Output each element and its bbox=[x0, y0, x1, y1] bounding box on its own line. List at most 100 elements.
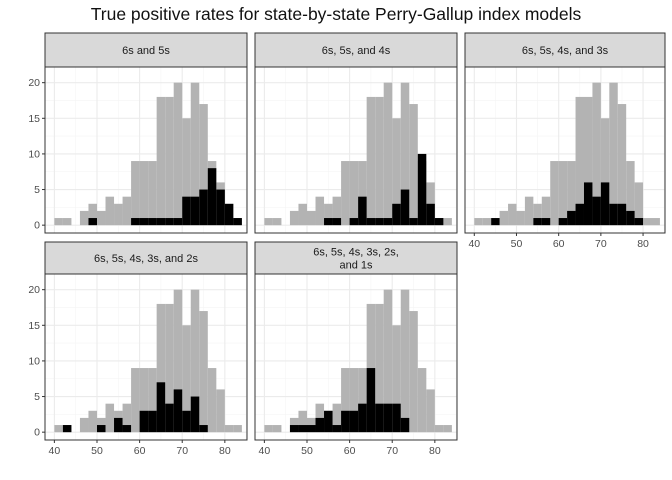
histogram-bar-all bbox=[182, 118, 191, 226]
histogram-bar-all bbox=[190, 289, 200, 433]
histogram-bar-true-positive bbox=[332, 425, 342, 433]
histogram-bar-all bbox=[139, 368, 149, 433]
facet-strip bbox=[464, 32, 666, 68]
histogram-bar-true-positive bbox=[434, 218, 444, 226]
histogram-bar-all bbox=[375, 303, 384, 433]
histogram-bar-all bbox=[165, 303, 174, 433]
histogram-bar-all bbox=[54, 218, 63, 226]
y-tick-label: 0 bbox=[34, 220, 40, 232]
histogram-bar-all bbox=[392, 118, 401, 226]
histogram-bar-all bbox=[358, 368, 367, 433]
histogram-bar-all bbox=[575, 96, 584, 226]
histogram-bar-all bbox=[541, 196, 551, 226]
histogram-bar-true-positive bbox=[315, 417, 325, 433]
histogram-bar-true-positive bbox=[156, 218, 166, 226]
histogram-bar-all bbox=[400, 82, 410, 226]
histogram-bar-true-positive bbox=[341, 410, 350, 433]
histogram-bar-all bbox=[443, 218, 452, 226]
histogram-bar-true-positive bbox=[533, 218, 542, 226]
x-tick-label: 60 bbox=[553, 238, 565, 250]
histogram-bar-true-positive bbox=[289, 425, 299, 433]
histogram-bar-true-positive bbox=[173, 218, 183, 226]
histogram-bar-all bbox=[298, 203, 307, 226]
histogram-bar-true-positive bbox=[491, 218, 500, 226]
histogram-bar-all bbox=[474, 218, 483, 226]
histogram-bar-all bbox=[272, 425, 282, 433]
histogram-bar-true-positive bbox=[617, 203, 627, 226]
facet-strip bbox=[44, 32, 248, 68]
histogram-bar-true-positive bbox=[392, 203, 401, 226]
histogram-bar-all bbox=[148, 161, 157, 226]
histogram-bar-all bbox=[383, 82, 393, 226]
histogram-bar-all bbox=[558, 161, 568, 226]
histogram-bar-true-positive bbox=[324, 218, 333, 226]
x-tick-label: 60 bbox=[344, 445, 356, 457]
histogram-bar-all bbox=[105, 196, 115, 226]
y-tick-label: 20 bbox=[28, 284, 40, 296]
x-tick-label: 70 bbox=[176, 445, 188, 457]
histogram-bar-true-positive bbox=[426, 203, 435, 226]
y-tick-label: 0 bbox=[34, 427, 40, 439]
histogram-bar-true-positive bbox=[207, 168, 217, 226]
x-tick-label: 70 bbox=[595, 238, 607, 250]
histogram-bar-all bbox=[224, 425, 234, 433]
histogram-bar-all bbox=[567, 161, 576, 226]
histogram-bar-all bbox=[409, 311, 418, 433]
histogram-bar-all bbox=[264, 425, 273, 433]
histogram-bar-true-positive bbox=[609, 203, 618, 226]
x-tick-label: 80 bbox=[637, 238, 649, 250]
histogram-bar-true-positive bbox=[541, 218, 551, 226]
histogram-bar-all bbox=[88, 203, 97, 226]
histogram-bar-all bbox=[341, 161, 350, 226]
histogram-bar-all bbox=[643, 218, 652, 226]
facet-panel-3: 6s, 5s, 4s, and 3s 40 50 60 70 80 bbox=[464, 32, 666, 250]
histogram-bar-true-positive bbox=[88, 218, 97, 226]
histogram-bar-all bbox=[272, 218, 282, 226]
histogram-bar-true-positive bbox=[122, 425, 132, 433]
histogram-bar-all bbox=[165, 96, 174, 226]
x-tick-label: 80 bbox=[219, 445, 231, 457]
histogram-bar-all bbox=[550, 161, 559, 226]
histogram-bar-all bbox=[199, 311, 208, 433]
histogram-bar-all bbox=[190, 82, 200, 226]
x-tick-label: 50 bbox=[511, 238, 523, 250]
y-tick-label: 5 bbox=[34, 184, 40, 196]
histogram-bar-all bbox=[516, 210, 525, 226]
histogram-bar-all bbox=[626, 161, 635, 226]
x-tick-label: 40 bbox=[468, 238, 480, 250]
histogram-bar-all bbox=[392, 325, 401, 433]
histogram-bar-all bbox=[349, 161, 359, 226]
histogram-bar-true-positive bbox=[148, 410, 157, 433]
histogram-bar-all bbox=[306, 210, 316, 226]
histogram-bar-true-positive bbox=[349, 410, 359, 433]
histogram-bar-true-positive bbox=[114, 417, 123, 433]
histogram-bar-true-positive bbox=[156, 382, 166, 433]
histogram-bar-all bbox=[375, 96, 384, 226]
histogram-bar-all bbox=[400, 289, 410, 433]
histogram-bar-true-positive bbox=[366, 218, 376, 226]
histogram-bar-all bbox=[122, 403, 132, 433]
histogram-bar-true-positive bbox=[62, 425, 72, 433]
histogram-bar-true-positive bbox=[233, 218, 242, 226]
histogram-bar-true-positive bbox=[190, 396, 200, 433]
histogram-bar-all bbox=[499, 210, 509, 226]
histogram-bar-all bbox=[62, 218, 72, 226]
histogram-bar-true-positive bbox=[383, 218, 393, 226]
histogram-bar-all bbox=[79, 417, 89, 433]
x-tick-label: 50 bbox=[91, 445, 103, 457]
histogram-bar-true-positive bbox=[165, 403, 174, 433]
histogram-bar-true-positive bbox=[383, 403, 393, 433]
x-tick-label: 40 bbox=[259, 445, 271, 457]
histogram-bar-all bbox=[366, 96, 376, 226]
histogram-bar-true-positive bbox=[575, 203, 584, 226]
histogram-bar-all bbox=[426, 389, 435, 433]
histogram-bar-all bbox=[148, 368, 157, 433]
histogram-bar-all bbox=[524, 196, 534, 226]
histogram-bar-all bbox=[139, 161, 149, 226]
facet-strip-label: 6s, 5s, 4s, 3s, 2s, and 1s bbox=[313, 247, 399, 272]
histogram-bar-all bbox=[332, 196, 342, 226]
chart-title: True positive rates for state-by-state P… bbox=[90, 4, 582, 24]
histogram-bar-true-positive bbox=[349, 218, 359, 226]
y-tick-label: 15 bbox=[28, 320, 40, 332]
